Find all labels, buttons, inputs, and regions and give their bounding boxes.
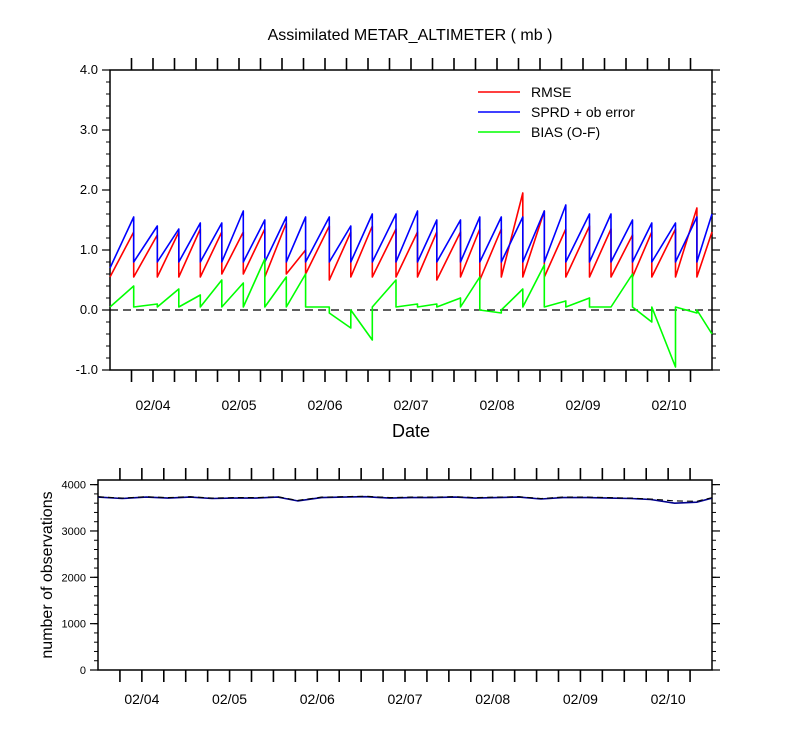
x-tick-label: 02/05 <box>212 691 247 707</box>
bottom-x-axis: 02/04 02/05 02/06 02/07 02/08 02/09 02/10 <box>119 468 691 707</box>
y-axis-label: number of observations <box>39 491 56 658</box>
top-minor-ticks <box>106 69 716 371</box>
x-tick-label: 02/04 <box>124 691 159 707</box>
legend-label-bias: BIAS (O-F) <box>531 124 600 140</box>
top-y-axis: -1.0 0.0 1.0 2.0 3.0 4.0 <box>76 62 720 377</box>
y-tick-label: 4000 <box>62 480 86 492</box>
x-tick-label: 02/06 <box>300 691 335 707</box>
x-tick-label: 02/07 <box>393 397 428 413</box>
y-tick-label: 0.0 <box>80 302 98 317</box>
top-series <box>109 192 713 368</box>
bottom-plot-frame <box>97 479 713 671</box>
y-tick-label: 3000 <box>62 526 86 538</box>
y-tick-label: 4.0 <box>80 62 98 77</box>
x-tick-label: 02/10 <box>651 691 686 707</box>
y-tick-label: 0 <box>80 665 86 677</box>
x-tick-label: 02/08 <box>479 397 514 413</box>
series-line-1 <box>109 204 713 269</box>
chart-title: Assimilated METAR_ALTIMETER ( mb ) <box>268 27 553 44</box>
bottom-minor-ticks <box>94 484 716 671</box>
bottom-y-axis: 0 1000 2000 3000 4000 <box>62 480 720 677</box>
bottom-series <box>97 495 713 504</box>
x-tick-label: 02/04 <box>135 397 170 413</box>
x-tick-label: 02/10 <box>651 397 686 413</box>
x-axis-label: Date <box>392 421 430 441</box>
y-tick-label: 2000 <box>62 572 86 584</box>
top-x-axis: 02/04 02/05 02/06 02/07 02/08 02/09 02/10 <box>130 58 692 413</box>
series-line-2 <box>109 258 713 368</box>
legend-label-sprd: SPRD + ob error <box>531 104 635 120</box>
y-tick-label: 1.0 <box>80 242 98 257</box>
x-tick-label: 02/06 <box>307 397 342 413</box>
x-tick-label: 02/07 <box>387 691 422 707</box>
x-tick-label: 02/09 <box>565 397 600 413</box>
series-line-1 <box>97 495 713 502</box>
y-tick-label: 3.0 <box>80 122 98 137</box>
legend: RMSE SPRD + ob error BIAS (O-F) <box>478 84 635 140</box>
y-tick-label: -1.0 <box>76 362 98 377</box>
x-tick-label: 02/08 <box>475 691 510 707</box>
legend-label-rmse: RMSE <box>531 84 571 100</box>
x-tick-label: 02/05 <box>221 397 256 413</box>
x-tick-label: 02/09 <box>563 691 598 707</box>
y-tick-label: 1000 <box>62 619 86 631</box>
top-chart: Assimilated METAR_ALTIMETER ( mb ) -1.0 0… <box>76 27 720 441</box>
y-tick-label: 2.0 <box>80 182 98 197</box>
